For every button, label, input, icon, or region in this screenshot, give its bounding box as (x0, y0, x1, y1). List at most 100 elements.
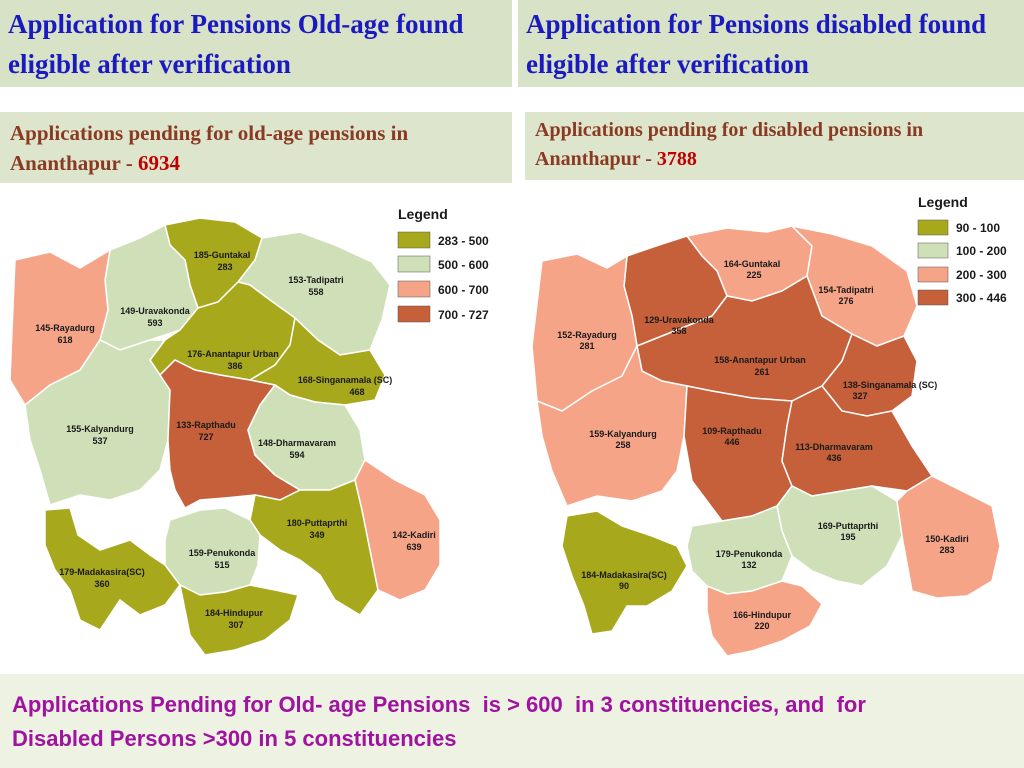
label-uravakonda-value: 358 (671, 326, 686, 336)
right-subtitle: Applications pending for disabled pensio… (525, 112, 1024, 180)
old-age-legend-label-1: 283 - 500 (438, 234, 489, 248)
label-madakasira-value: 360 (94, 579, 109, 589)
label-rayadurg-name: 145-Rayadurg (35, 323, 95, 333)
label-kadiri-name: 142-Kadiri (392, 530, 436, 540)
label-penukonda-name: 179-Penukonda (716, 549, 784, 559)
disabled-legend-swatch-2 (917, 242, 949, 259)
label-madakasira-name: 179-Madakasira(SC) (59, 567, 145, 577)
label-kalyandurg-name: 155-Kalyandurg (66, 424, 134, 434)
label-singanamala-name: 168-Singanamala (SC) (298, 375, 393, 385)
disabled-legend-swatch-1 (917, 219, 949, 236)
old-age-region-labels: 185-Guntakal 283 153-Tadipatri 558 149-U… (35, 250, 436, 630)
old-age-map: 185-Guntakal 283 153-Tadipatri 558 149-U… (9, 206, 489, 656)
label-puttaprthi-name: 180-Puttaprthi (287, 518, 348, 528)
label-rapthadu-name: 133-Rapthadu (176, 420, 236, 430)
label-singanamala-value: 327 (852, 391, 867, 401)
old-age-legend-swatch-3 (397, 280, 431, 298)
old-age-legend-label-4: 700 - 727 (438, 308, 489, 322)
label-hindupur-value: 307 (228, 620, 243, 630)
old-age-legend-swatch-1 (397, 231, 431, 249)
old-age-legend-label-3: 600 - 700 (438, 283, 489, 297)
label-uravakonda-value: 593 (147, 318, 162, 328)
label-guntakal-value: 283 (217, 262, 232, 272)
old-age-legend-title: Legend (398, 206, 448, 222)
region-puttaprthi (776, 485, 903, 587)
label-guntakal-name: 185-Guntakal (194, 250, 251, 260)
label-rapthadu-value: 727 (198, 432, 213, 442)
label-dharmavaram-value: 436 (826, 453, 841, 463)
left-subtitle-total: 6934 (138, 151, 180, 175)
region-rapthadu (683, 385, 793, 522)
label-singanamala-value: 468 (349, 387, 364, 397)
label-puttaprthi-name: 169-Puttaprthi (818, 521, 879, 531)
old-age-legend-label-2: 500 - 600 (438, 258, 489, 272)
disabled-legend: Legend 90 - 100 100 - 200 200 - 300 300 … (917, 194, 1007, 306)
old-age-legend-swatch-2 (397, 255, 431, 273)
label-uravakonda-name: 149-Uravakonda (120, 306, 191, 316)
disabled-legend-title: Legend (918, 194, 968, 210)
left-title: Application for Pensions Old-age found e… (0, 0, 512, 87)
disabled-region-labels: 164-Guntakal 225 154-Tadipatri 276 129-U… (557, 259, 969, 631)
right-subtitle-text: Applications pending for disabled pensio… (535, 119, 924, 170)
label-uravakonda-name: 129-Uravakonda (644, 315, 715, 325)
label-guntakal-name: 164-Guntakal (724, 259, 781, 269)
label-anantapur-value: 261 (754, 367, 769, 377)
label-anantapur-name: 158-Anantapur Urban (714, 355, 806, 365)
disabled-map: 164-Guntakal 225 154-Tadipatri 276 129-U… (531, 194, 1007, 657)
summary-footer: Applications Pending for Old- age Pensio… (0, 674, 1024, 768)
label-dharmavaram-name: 113-Dharmavaram (795, 442, 873, 452)
label-penukonda-value: 515 (214, 560, 229, 570)
left-title-text: Application for Pensions Old-age found e… (8, 9, 464, 79)
right-subtitle-total: 3788 (656, 148, 697, 170)
label-rapthadu-name: 109-Rapthadu (702, 426, 762, 436)
label-madakasira-name: 184-Madakasira(SC) (581, 570, 667, 580)
label-tadipatri-name: 153-Tadipatri (288, 275, 343, 285)
disabled-legend-label-1: 90 - 100 (956, 221, 1000, 235)
disabled-legend-label-3: 200 - 300 (956, 268, 1007, 282)
label-kalyandurg-name: 159-Kalyandurg (589, 429, 657, 439)
label-tadipatri-name: 154-Tadipatri (818, 285, 873, 295)
region-madakasira (561, 510, 688, 635)
old-age-legend: Legend 283 - 500 500 - 600 600 - 700 700… (397, 206, 489, 323)
label-penukonda-value: 132 (741, 560, 756, 570)
summary-line-1: Applications Pending for Old- age Pensio… (12, 692, 866, 717)
disabled-legend-label-2: 100 - 200 (956, 244, 1007, 258)
label-rayadurg-value: 281 (579, 341, 594, 351)
label-tadipatri-value: 276 (838, 296, 853, 306)
right-title: Application for Pensions disabled found … (518, 0, 1024, 87)
disabled-legend-swatch-4 (917, 289, 949, 306)
left-subtitle: Applications pending for old-age pension… (0, 112, 512, 183)
label-kalyandurg-value: 258 (615, 440, 630, 450)
label-hindupur-name: 184-Hindupur (205, 608, 264, 618)
label-kadiri-name: 150-Kadiri (925, 534, 969, 544)
label-anantapur-value: 386 (227, 361, 242, 371)
left-subtitle-text: Applications pending for old-age pension… (10, 121, 409, 175)
label-kadiri-value: 639 (406, 542, 421, 552)
label-rayadurg-value: 618 (57, 335, 72, 345)
label-singanamala-name: 138-Singanamala (SC) (843, 380, 938, 390)
label-hindupur-name: 166-Hindupur (733, 610, 792, 620)
label-penukonda-name: 159-Penukonda (189, 548, 257, 558)
label-dharmavaram-value: 594 (289, 450, 304, 460)
label-kalyandurg-value: 537 (92, 436, 107, 446)
region-madakasira (44, 507, 181, 631)
region-kadiri (354, 458, 441, 601)
label-guntakal-value: 225 (746, 270, 761, 280)
label-tadipatri-value: 558 (308, 287, 323, 297)
label-rapthadu-value: 446 (724, 437, 739, 447)
label-madakasira-value: 90 (619, 581, 629, 591)
region-hindupur (178, 583, 299, 656)
label-puttaprthi-value: 349 (309, 530, 324, 540)
right-title-text: Application for Pensions disabled found … (526, 9, 987, 79)
label-kadiri-value: 283 (939, 545, 954, 555)
disabled-legend-swatch-3 (917, 266, 949, 283)
old-age-legend-swatch-4 (397, 305, 431, 323)
disabled-legend-label-4: 300 - 446 (956, 291, 1007, 305)
region-kadiri (896, 475, 1001, 599)
region-hindupur (706, 580, 823, 657)
label-puttaprthi-value: 195 (840, 532, 855, 542)
summary-line-2: Disabled Persons >300 in 5 constituencie… (12, 726, 457, 751)
label-anantapur-name: 176-Anantapur Urban (187, 349, 279, 359)
region-puttaprthi (249, 478, 379, 616)
label-hindupur-value: 220 (754, 621, 769, 631)
